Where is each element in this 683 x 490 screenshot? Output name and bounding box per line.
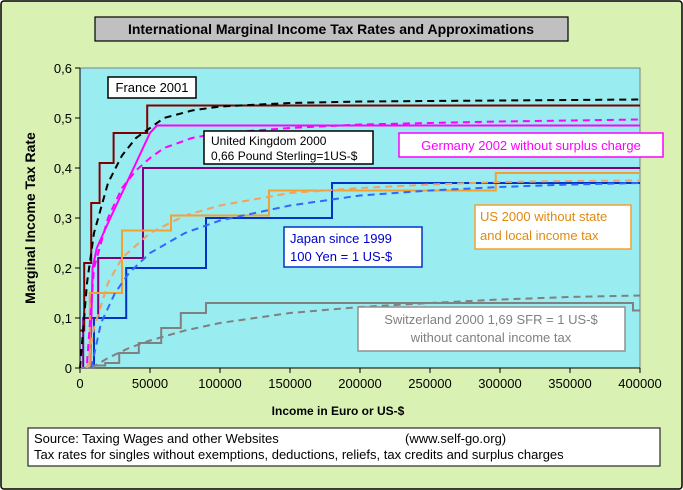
x-tick-label: 350000	[548, 376, 591, 391]
label-uk: United Kingdom 2000 0,66 Pound Sterling=…	[203, 130, 374, 165]
label-japan-line1: Japan since 1999	[290, 231, 392, 246]
y-tick-label: 0,6	[54, 61, 72, 76]
label-france-text: France 2001	[116, 80, 189, 95]
x-tick-label: 150000	[268, 376, 311, 391]
source-box: Source: Taxing Wages and other Websites …	[27, 427, 661, 467]
series-japan-since-1999	[80, 182, 640, 369]
label-france: France 2001	[107, 76, 197, 99]
y-tick-label: 0,4	[54, 161, 72, 176]
label-switzerland-line1: Switzerland 2000 1,69 SFR = 1 US-$	[384, 312, 598, 327]
x-tick-label: 0	[76, 376, 83, 391]
label-switzerland: Switzerland 2000 1,69 SFR = 1 US-$ witho…	[357, 306, 626, 352]
y-tick-label: 0,3	[54, 211, 72, 226]
label-germany: Germany 2002 without surplus charge	[398, 132, 664, 158]
series-switzerland-2000	[80, 302, 640, 369]
x-tick-label: 250000	[408, 376, 451, 391]
y-tick-label: 0,5	[54, 111, 72, 126]
chart-title: International Marginal Income Tax Rates …	[128, 21, 534, 37]
label-uk-line2: 0,66 Pound Sterling=1US-$	[211, 149, 358, 163]
series-japan-approximation	[90, 182, 641, 369]
series-germany-2002-without-surplus-charge	[80, 124, 640, 369]
series-layer	[79, 98, 641, 369]
series-germany-approximation	[86, 118, 641, 364]
y-axis-title: Marginal Income Tax Rate	[22, 132, 38, 304]
label-japan: Japan since 1999 100 Yen = 1 US-$	[283, 226, 423, 268]
source-line1-right: (www.self-go.org)	[405, 431, 506, 446]
label-uk-line1: United Kingdom 2000	[211, 134, 327, 148]
x-axis-title: Income in Euro or US-$	[272, 404, 405, 418]
series-switzerland-approximation	[90, 294, 641, 369]
x-tick-label: 200000	[338, 376, 381, 391]
x-tick-label: 100000	[198, 376, 241, 391]
series-united-kingdom-2000	[80, 167, 640, 369]
label-us-line1: US 2000 without state	[480, 209, 607, 224]
source-line2: Tax rates for singles without exemptions…	[34, 447, 564, 462]
label-germany-text: Germany 2002 without surplus charge	[421, 138, 641, 153]
label-japan-line2: 100 Yen = 1 US-$	[290, 249, 393, 264]
y-tick-label: 0,2	[54, 261, 72, 276]
title-box	[94, 16, 569, 42]
series-france-approximation	[79, 98, 641, 369]
label-us: US 2000 without state and local income t…	[474, 204, 632, 250]
y-tick-label: 0,1	[54, 311, 72, 326]
series-us-approximation	[86, 179, 641, 369]
x-tick-label: 400000	[618, 376, 661, 391]
series-france-2001	[80, 104, 640, 332]
label-us-line2: and local income tax	[480, 228, 599, 243]
x-tick-label: 300000	[478, 376, 521, 391]
y-tick-label: 0	[65, 361, 72, 376]
axes: 0 0,1 0,2 0,3 0,4 0,5 0,6 0 50000 100000 150000 200…	[54, 61, 662, 391]
source-line1-left: Source: Taxing Wages and other Websites	[34, 431, 279, 446]
label-switzerland-line2: without cantonal income tax	[410, 330, 572, 345]
x-tick-label: 50000	[132, 376, 168, 391]
series-us-2000-without-state-and-local-income-tax	[80, 172, 640, 369]
